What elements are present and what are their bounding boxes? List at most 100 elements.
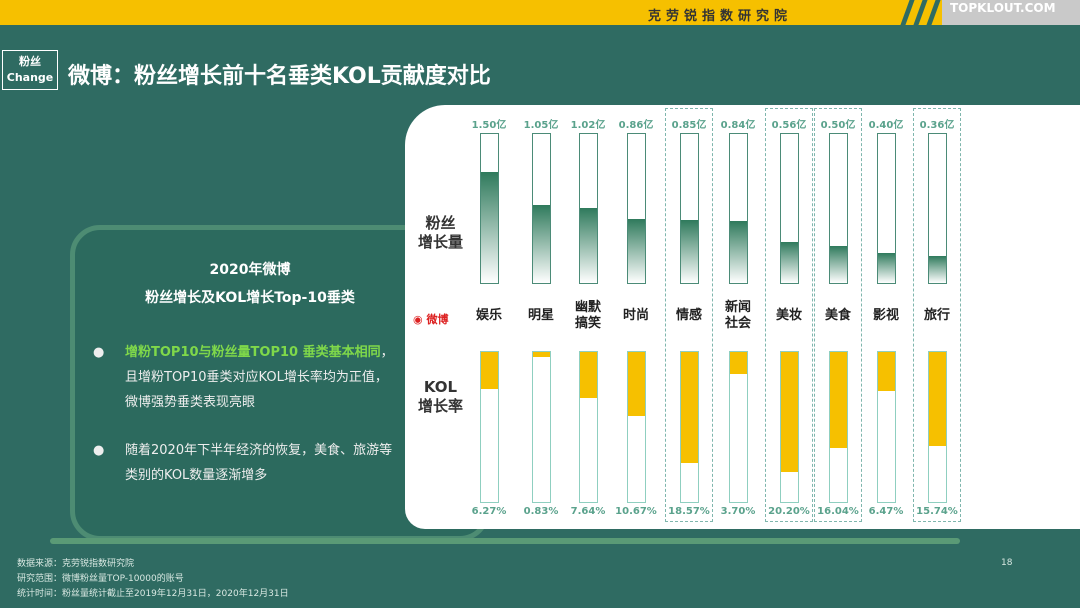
fans-bar-fill [628, 219, 645, 283]
tag-line2: Change [6, 71, 54, 84]
category-label: 影视 [872, 308, 899, 323]
fans-bar [829, 133, 848, 284]
fans-value-label: 0.85亿 [671, 120, 707, 131]
fans-value-label: 0.50亿 [820, 120, 856, 131]
footer-time: 统计时间：粉丝量统计截止至2019年12月31日，2020年12月31日 [17, 589, 289, 599]
kol-bar [877, 351, 896, 503]
kol-bar [829, 351, 848, 503]
fans-value-label: 1.50亿 [471, 120, 507, 131]
fans-bar [780, 133, 799, 284]
fans-value-label: 0.40亿 [868, 120, 904, 131]
fans-bar [532, 133, 551, 284]
kol-bar-fill [781, 352, 798, 473]
kol-bar-fill [580, 352, 597, 398]
fans-bar [627, 133, 646, 284]
fans-bar-fill [580, 207, 597, 283]
fans-bar [877, 133, 896, 284]
kol-value-label: 18.57% [668, 506, 710, 517]
kol-bar [480, 351, 499, 503]
kol-bar-fill [481, 352, 498, 390]
fans-bar-fill [730, 220, 747, 283]
bullet-text: ，且增粉TOP10垂类对应KOL增长率均为正值，微博强势垂类表现亮眼 [125, 345, 394, 410]
heading-line1: 2020年微博 [209, 262, 291, 278]
fans-value-label: 0.56亿 [771, 120, 807, 131]
kol-bar-fill [929, 352, 946, 446]
fans-value-label: 1.02亿 [570, 120, 606, 131]
kol-bar-fill [628, 352, 645, 416]
kol-value-label: 10.67% [615, 506, 657, 517]
decor-slash [913, 0, 928, 25]
fans-bar-fill [878, 253, 895, 283]
kol-value-label: 16.04% [817, 506, 859, 517]
top-bar: 克劳锐指数研究院 TOPKLOUT.COM [0, 0, 1080, 25]
category-label: 新闻 社会 [724, 300, 751, 331]
category-label: 旅行 [923, 308, 950, 323]
fans-value-label: 1.05亿 [523, 120, 559, 131]
fans-value-label: 0.84亿 [720, 120, 756, 131]
category-label: 幽默 搞笑 [574, 300, 601, 331]
fans-bar [729, 133, 748, 284]
highlight-box [765, 108, 813, 522]
page-number: 18 [1001, 558, 1013, 568]
category-label: 娱乐 [475, 308, 502, 323]
fans-bar [680, 133, 699, 284]
kol-value-label: 3.70% [720, 506, 756, 517]
category-label: 时尚 [622, 308, 649, 323]
fans-bar-fill [481, 172, 498, 283]
fans-value-label: 0.86亿 [618, 120, 654, 131]
decor-slash [926, 0, 941, 25]
weibo-logo-text: 微博 [426, 313, 449, 326]
page-title: 微博：粉丝增长前十名垂类KOL贡献度对比 [68, 64, 491, 89]
kol-bar-fill [878, 352, 895, 391]
category-label: 情感 [675, 308, 702, 323]
fans-value-label: 0.36亿 [919, 120, 955, 131]
bullet-highlight: 增粉TOP10与粉丝量TOP10 垂类基本相同 [125, 345, 381, 360]
topklout-logo: TOPKLOUT.COM [942, 0, 1080, 25]
kol-value-label: 6.27% [471, 506, 507, 517]
kol-bar [579, 351, 598, 503]
weibo-logo: ◉ 微博 [413, 311, 448, 327]
fans-bar-fill [830, 246, 847, 283]
heading-line2: 粉丝增长及KOL增长Top-10垂类 [145, 290, 355, 306]
kol-bar-fill [830, 352, 847, 448]
fans-bar-fill [681, 220, 698, 283]
fans-bar-fill [533, 205, 550, 283]
bullet-2: ● 随着2020年下半年经济的恢复，美食、旅游等类别的KOL数量逐渐增多 [93, 438, 395, 488]
weibo-eye-icon: ◉ [413, 313, 423, 326]
fans-bar-fill [929, 256, 946, 283]
kol-bar [729, 351, 748, 503]
logo-text: TOPKLOUT.COM [950, 1, 1056, 15]
highlight-box [814, 108, 862, 522]
footer-notes: 数据来源：克劳锐指数研究院 研究范围：微博粉丝量TOP-10000的账号 统计时… [17, 557, 289, 602]
bullet-1: ● 增粉TOP10与粉丝量TOP10 垂类基本相同，且增粉TOP10垂类对应KOL… [93, 340, 395, 415]
highlight-box [665, 108, 713, 522]
kol-value-label: 20.20% [768, 506, 810, 517]
kol-bar [532, 351, 551, 503]
fans-bar [480, 133, 499, 284]
brand-text: 克劳锐指数研究院 [648, 9, 793, 24]
row-label-fans: 粉丝 增长量 [417, 214, 463, 251]
kol-bar [680, 351, 699, 503]
bullet-dot: ● [93, 443, 105, 458]
decor-slash [900, 0, 915, 25]
bullet-dot: ● [93, 345, 105, 360]
kol-value-label: 7.64% [570, 506, 606, 517]
decor-band [50, 538, 960, 544]
category-label: 美食 [824, 308, 851, 323]
kol-value-label: 15.74% [916, 506, 958, 517]
footer-source: 数据来源：克劳锐指数研究院 [17, 559, 135, 569]
fans-bar-fill [781, 241, 798, 283]
summary-heading: 2020年微博 粉丝增长及KOL增长Top-10垂类 [75, 256, 425, 312]
kol-bar-fill [681, 352, 698, 463]
kol-bar [928, 351, 947, 503]
row-label-kol: KOL 增长率 [417, 378, 463, 415]
kol-value-label: 0.83% [523, 506, 559, 517]
kol-bar [780, 351, 799, 503]
section-tag: 粉丝 Change [2, 50, 58, 90]
tag-line1: 粉丝 [19, 55, 41, 68]
kol-value-label: 6.47% [868, 506, 904, 517]
kol-bar [627, 351, 646, 503]
bullet-text: 随着2020年下半年经济的恢复，美食、旅游等类别的KOL数量逐渐增多 [125, 443, 393, 483]
kol-bar-fill [533, 352, 550, 357]
category-label: 明星 [527, 308, 554, 323]
